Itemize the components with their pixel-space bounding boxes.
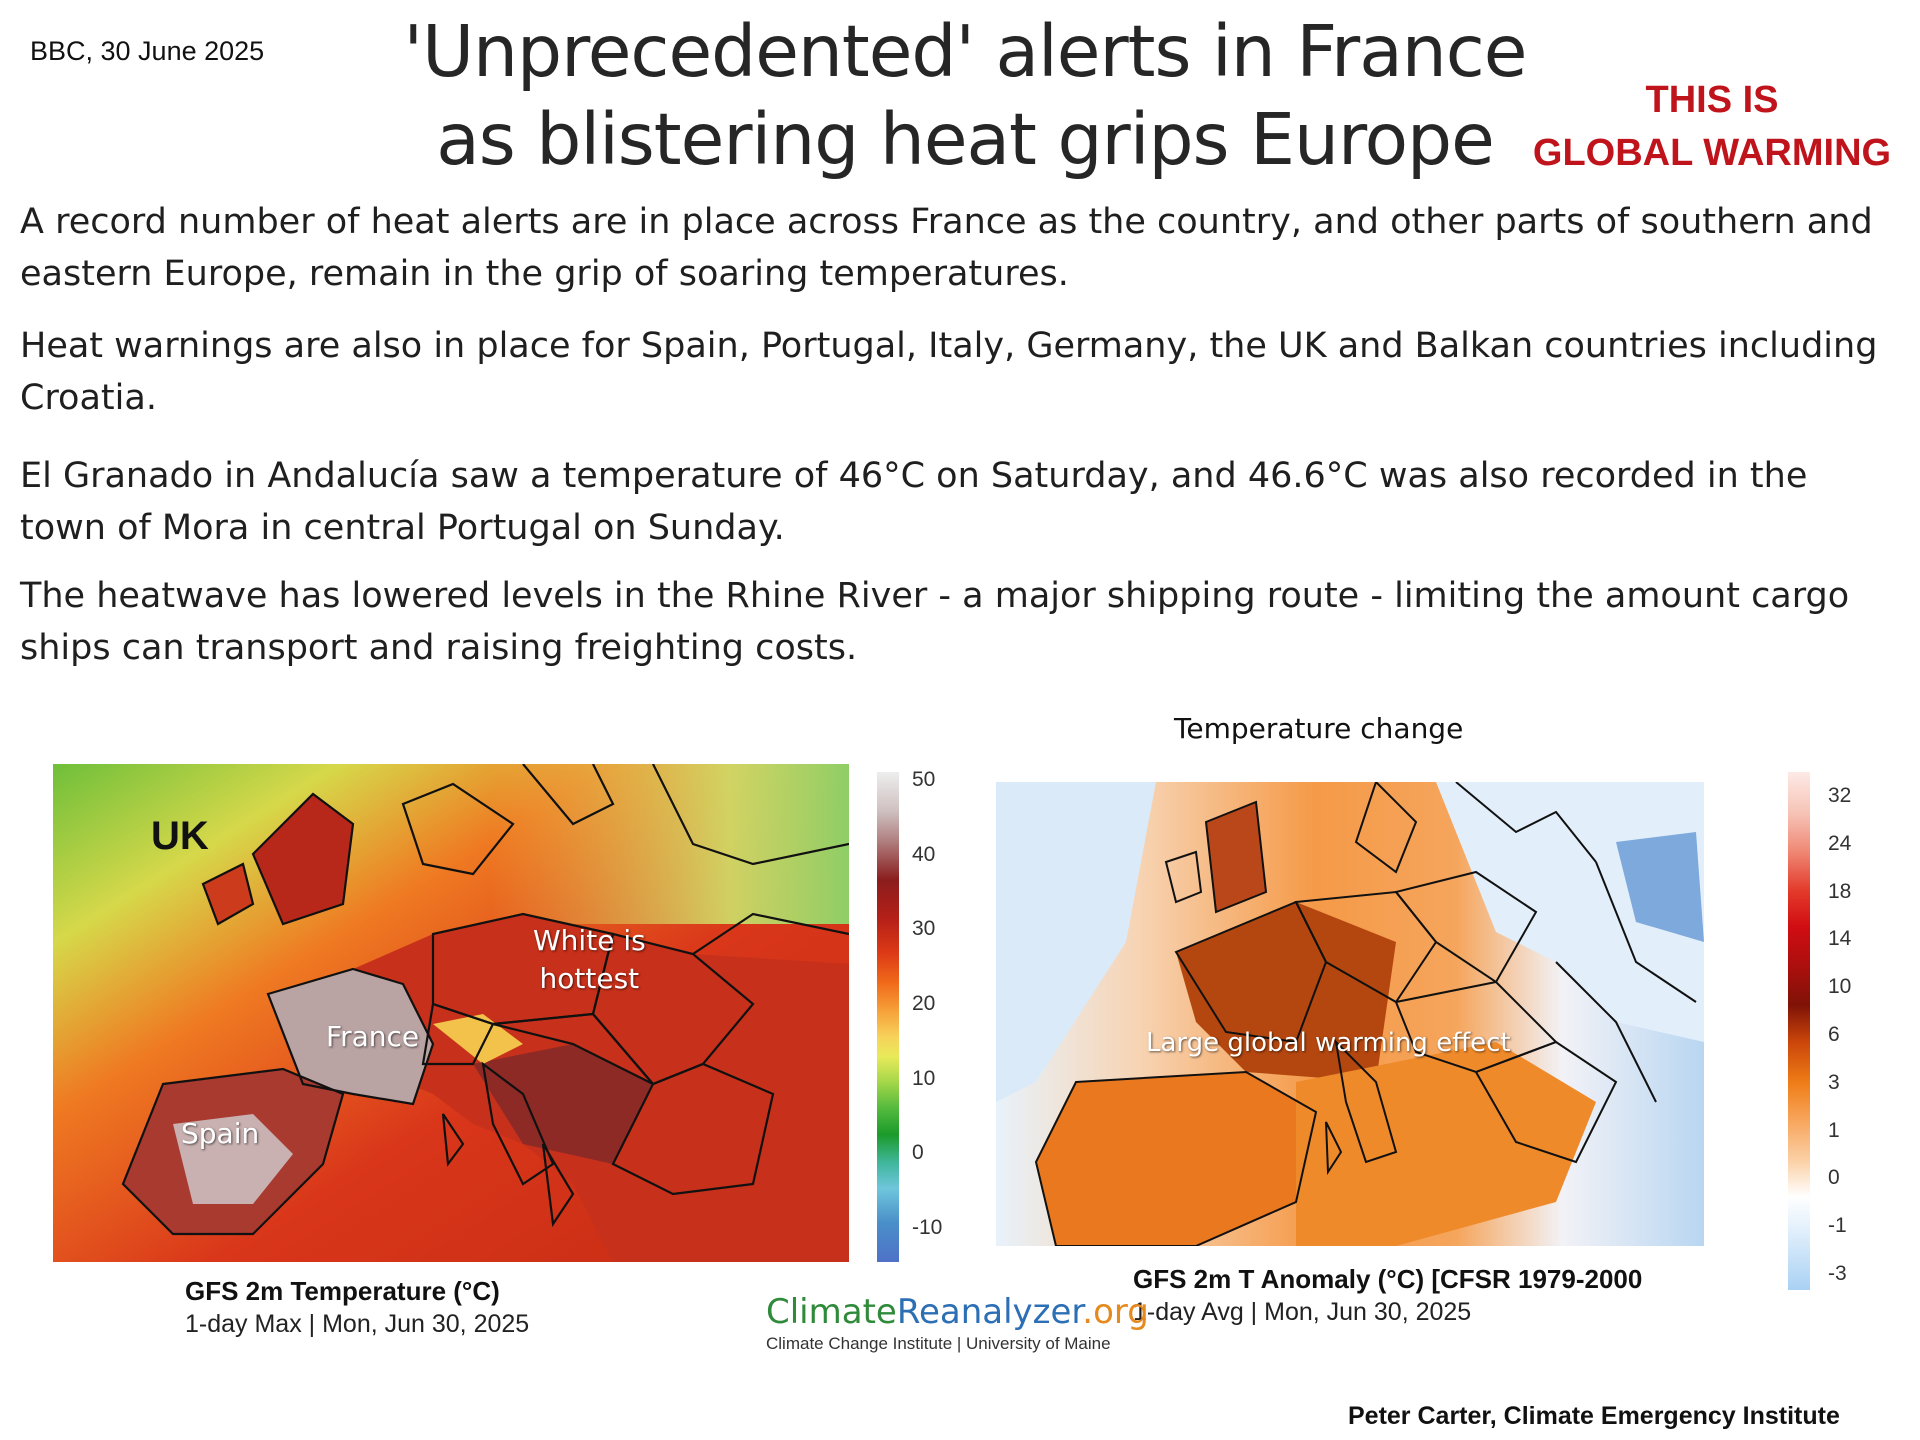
anomaly-colorbar-tick-label: 10 [1828,975,1852,999]
headline-line-2: as blistering heat grips Europe [436,98,1495,181]
label-hottest-line-2: hottest [539,962,640,995]
logo-wordmark: ClimateReanalyzer.org [766,1292,1149,1332]
callout-line-2: GLOBAL WARMING [1532,132,1892,174]
callout-line-1: THIS IS [1645,79,1779,121]
label-uk: UK [151,814,209,858]
logo-part-climate: Climate [766,1292,897,1332]
climate-reanalyzer-logo: ClimateReanalyzer.org Climate Change Ins… [766,1292,1149,1354]
temperature-colorbar-tick-label: 50 [912,768,936,791]
anomaly-colorbar-tick-label: 0 [1828,1166,1840,1190]
logo-part-org: .org [1082,1292,1149,1332]
temperature-colorbar-tick-label: 10 [912,1066,936,1090]
headline-line-1: 'Unprecedented' alerts in France [403,10,1528,93]
temperature-map-image [53,764,849,1262]
anomaly-colorbar-tick-label: 3 [1828,1070,1840,1094]
temperature-map: UK White is hottest France Spain [53,764,849,1262]
anomaly-colorbar-tick-label: 32 [1828,784,1852,807]
global-warming-callout: THIS IS GLOBAL WARMING [1512,74,1912,180]
label-white-is-hottest: White is hottest [533,922,646,998]
temperature-colorbar [877,772,899,1262]
paragraph-records: El Granado in Andalucía saw a temperatur… [20,456,1808,548]
source-line: BBC, 30 June 2025 [30,36,265,66]
label-hottest-line-1: White is [533,924,646,957]
temperature-colorbar-tick-label: 40 [912,842,936,866]
paragraph-rhine: The heatwave has lowered levels in the R… [20,576,1850,668]
anomaly-map-image [996,782,1704,1246]
temperature-caption-title: GFS 2m Temperature (°C) [185,1276,500,1306]
anomaly-colorbar-tick-label: 14 [1828,927,1852,951]
paragraph-heat-warnings: Heat warnings are also in place for Spai… [20,326,1878,418]
headline: 'Unprecedented' alerts in France as blis… [320,8,1610,184]
anomaly-caption-title: GFS 2m T Anomaly (°C) [CFSR 1979-2000 [1133,1264,1643,1294]
anomaly-colorbar [1788,772,1810,1290]
logo-part-reanalyzer: Reanalyzer [896,1292,1083,1332]
anomaly-colorbar-tick-label: 6 [1828,1023,1840,1046]
logo-subtitle: Climate Change Institute | University of… [766,1334,1111,1353]
credit-line: Peter Carter, Climate Emergency Institut… [1348,1402,1840,1430]
anomaly-heading: Temperature change [1174,712,1464,745]
temperature-colorbar-tick-label: 20 [912,992,936,1015]
anomaly-colorbar-tick-label: 18 [1828,879,1852,903]
anomaly-caption-subtitle: 1-day Avg | Mon, Jun 30, 2025 [1133,1298,1472,1326]
temperature-colorbar-tick-label: 0 [912,1141,924,1165]
temperature-colorbar-tick-label: 30 [912,917,936,941]
temperature-caption-subtitle: 1-day Max | Mon, Jun 30, 2025 [185,1310,530,1338]
anomaly-colorbar-tick-label: 1 [1828,1118,1840,1142]
anomaly-colorbar-tick-label: -1 [1828,1214,1847,1238]
label-large-global-warming-effect: Large global warming effect [1146,1028,1511,1058]
temperature-colorbar-tick-label: -10 [912,1216,943,1239]
anomaly-map: Large global warming effect [996,782,1704,1246]
anomaly-colorbar-tick-label: 24 [1828,831,1852,855]
paragraph-heat-alerts: A record number of heat alerts are in pl… [20,202,1873,294]
anomaly-colorbar-tick-label: -3 [1828,1262,1847,1285]
label-spain: Spain [181,1117,260,1150]
label-france: France [326,1020,420,1053]
